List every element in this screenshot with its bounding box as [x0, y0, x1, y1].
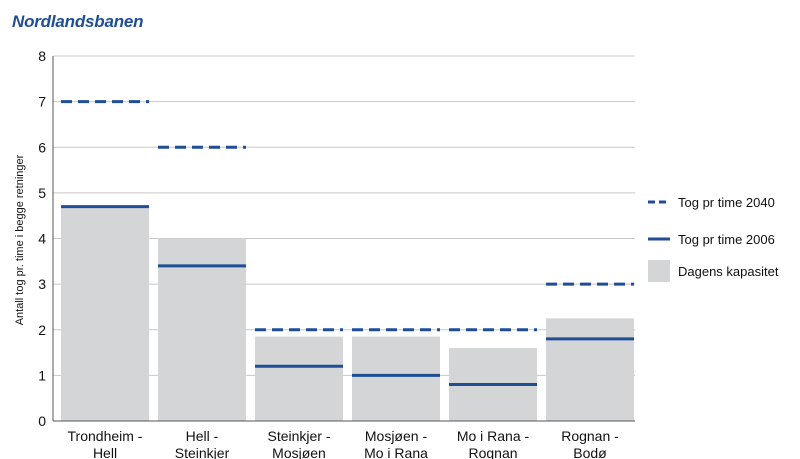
gridlines	[53, 55, 635, 376]
bar-dagens-kapasitet	[546, 318, 634, 421]
y-tick-label: 5	[38, 185, 46, 201]
x-tick-label: Mosjøen -	[365, 428, 428, 444]
bar-dagens-kapasitet	[352, 336, 440, 421]
y-tick-label: 4	[38, 231, 46, 247]
legend: Tog pr time 2040 Tog pr time 2006 Dagens k…	[648, 195, 779, 282]
x-tick-label: Mo i Rana	[364, 445, 428, 459]
x-tick-label: Mo i Rana -	[457, 428, 530, 444]
x-tick-label: Mosjøen	[272, 445, 326, 459]
series-2006-lines	[61, 205, 634, 386]
x-tick-label: Rognan -	[561, 428, 619, 444]
y-tick-label: 0	[38, 413, 46, 429]
y-tick-label: 2	[38, 322, 46, 338]
y-tick-labels: 0 1 2 3 4 5 6 7 8	[38, 48, 46, 429]
y-tick-label: 6	[38, 139, 46, 155]
axes	[52, 56, 635, 422]
y-tick-label: 8	[38, 48, 46, 64]
legend-label: Tog pr time 2040	[678, 195, 775, 210]
x-tick-label: Rognan	[468, 445, 517, 459]
x-tick-label: Bodø	[573, 445, 607, 459]
x-tick-label: Trondheim -	[68, 428, 143, 444]
y-tick-label: 7	[38, 94, 46, 110]
chart-title: Nordlandsbanen	[12, 12, 144, 31]
x-tick-label: Steinkjer	[175, 445, 230, 459]
bar-dagens-kapasitet	[158, 238, 246, 421]
y-axis-label: Antall tog pr. time i begge retninger	[14, 154, 26, 325]
x-tick-label: Hell	[93, 445, 117, 459]
x-tick-label: Hell -	[186, 428, 219, 444]
bar-dagens-kapasitet	[255, 336, 343, 421]
y-tick-label: 1	[38, 367, 46, 383]
bar-dagens-kapasitet	[61, 206, 149, 421]
legend-label: Tog pr time 2006	[678, 232, 775, 247]
legend-label: Dagens kapasitet	[678, 264, 779, 279]
series-2040-lines	[61, 100, 634, 332]
legend-swatch-bar	[648, 260, 670, 282]
bars	[61, 206, 634, 421]
y-tick-label: 3	[38, 276, 46, 292]
x-tick-labels: Trondheim -Hell Hell -Steinkjer Steinkjer …	[68, 428, 620, 459]
x-tick-label: Steinkjer -	[267, 428, 330, 444]
